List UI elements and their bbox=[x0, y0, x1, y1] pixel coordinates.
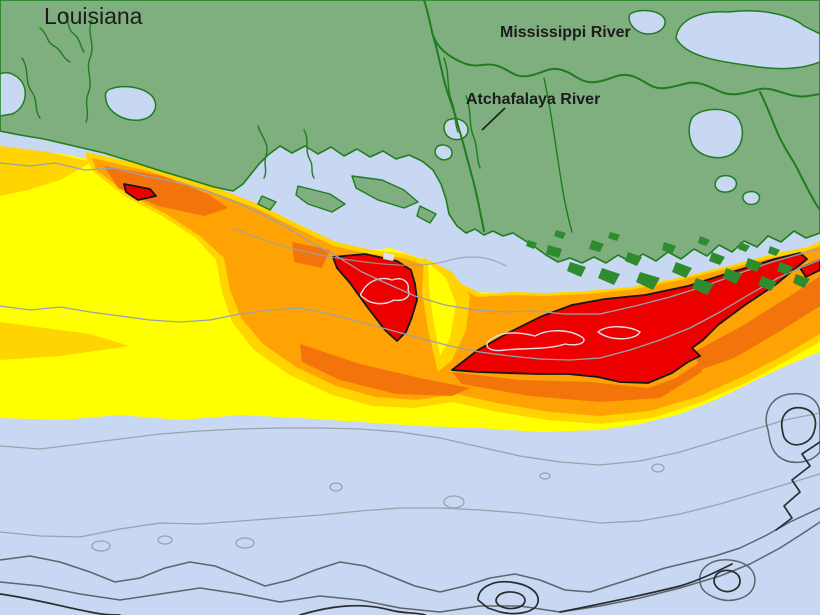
bay-contour bbox=[233, 227, 507, 267]
hypoxic-area-central bbox=[332, 253, 418, 342]
shelf-edge-2 bbox=[299, 604, 426, 615]
zone-deep-orange bbox=[104, 166, 820, 402]
west-stream-2 bbox=[21, 57, 41, 119]
land-group bbox=[0, 0, 820, 295]
bathymetry-dark bbox=[0, 406, 820, 615]
shelf-edge-3 bbox=[559, 563, 733, 613]
swamp-squiggle-2 bbox=[63, 11, 85, 53]
atchafalaya-pointer-line bbox=[481, 107, 506, 131]
state-label: Louisiana bbox=[44, 3, 143, 29]
mississippi-river-line bbox=[423, 0, 820, 98]
mississippi-delta-branch bbox=[759, 91, 820, 211]
contour-islets bbox=[91, 463, 665, 552]
canyon-zigzag bbox=[775, 441, 820, 531]
bay-stream-1 bbox=[257, 125, 268, 179]
slope-contour-1 bbox=[0, 507, 820, 593]
isobath-30m bbox=[0, 412, 820, 466]
mississippi-river-label: Mississippi River bbox=[500, 24, 631, 41]
louisiana-mainland bbox=[0, 0, 820, 264]
bay-stream-2 bbox=[303, 129, 315, 179]
atchafalaya-river-line bbox=[431, 31, 485, 232]
survey-contour-east-2 bbox=[597, 326, 641, 340]
atchafalaya-side-channel-2 bbox=[465, 95, 481, 169]
hypoxic-area-east bbox=[451, 252, 808, 384]
survey-contour-central bbox=[360, 277, 410, 305]
seafloor-feature-south-inner bbox=[495, 591, 526, 610]
hypoxic-areas bbox=[123, 183, 820, 384]
seafloor-feature-mid-inner bbox=[713, 569, 741, 593]
seafloor-feature-east-inner bbox=[780, 406, 817, 446]
swamp-squiggle-1 bbox=[39, 27, 71, 63]
atchafalaya-river-label: Atchafalaya River bbox=[466, 91, 600, 108]
seafloor-feature-south-outer bbox=[477, 580, 539, 615]
zone-yellow-corridor bbox=[428, 262, 456, 356]
bathymetry-mid bbox=[0, 392, 820, 613]
atchafalaya-side-channel-1 bbox=[443, 57, 459, 133]
isobath-10m bbox=[0, 162, 820, 315]
isobath-20m bbox=[0, 259, 820, 361]
bayou-line bbox=[543, 77, 573, 233]
survey-contour-east-1 bbox=[486, 330, 585, 352]
rivers bbox=[21, 0, 820, 233]
west-stream-1 bbox=[85, 19, 93, 123]
bathymetry-light bbox=[0, 162, 820, 552]
central-red-notch bbox=[383, 252, 395, 261]
delta-marsh bbox=[526, 230, 810, 295]
barrier-islands bbox=[257, 175, 437, 224]
isobath-50m bbox=[0, 473, 820, 538]
map-labels: Louisiana Mississippi River Atchafalaya … bbox=[44, 3, 631, 131]
seafloor-feature-mid-outer bbox=[699, 559, 756, 602]
slope-contour-2 bbox=[0, 521, 820, 613]
seafloor-feature-east-outer bbox=[765, 392, 820, 464]
hypoxic-area-west bbox=[123, 183, 157, 201]
